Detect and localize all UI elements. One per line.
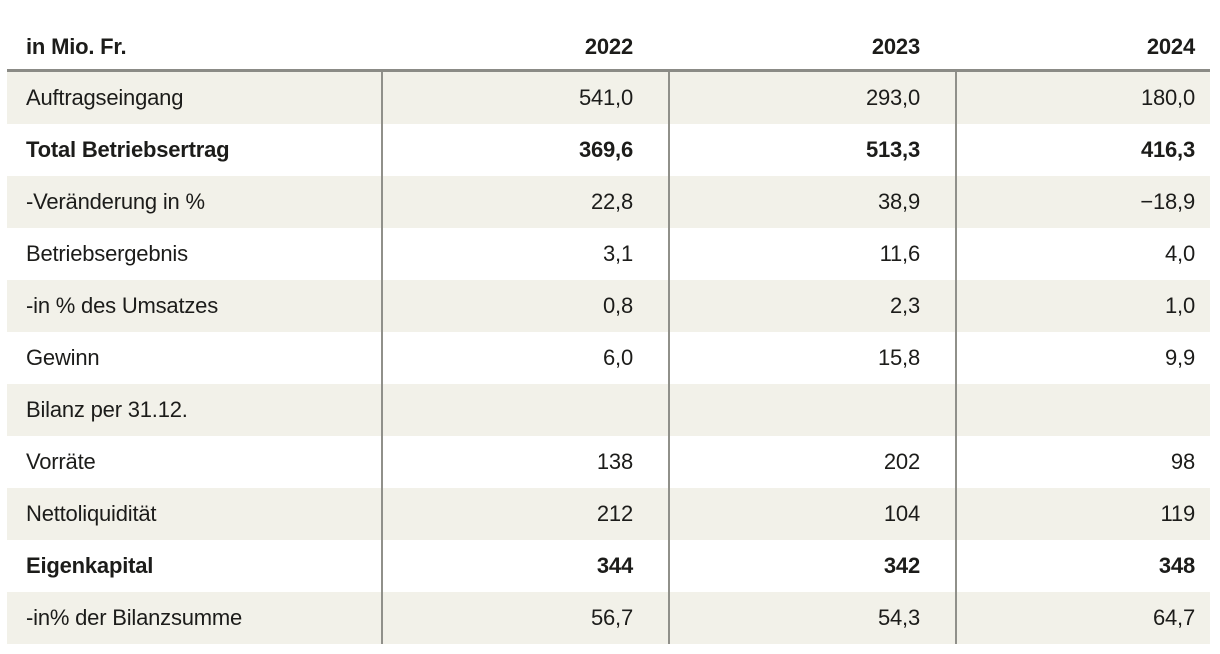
row-value-2024: 4,0 (955, 228, 1210, 280)
table-row: Eigenkapital 344 342 348 (7, 540, 1210, 592)
row-value-2024: 180,0 (955, 72, 1210, 124)
row-value-2022: 0,8 (381, 280, 668, 332)
row-value-2022: 344 (381, 540, 668, 592)
row-label: Nettoliquidität (26, 501, 157, 526)
table-row: Total Betriebsertrag 369,6 513,3 416,3 (7, 124, 1210, 176)
table-row: -in % des Umsatzes 0,8 2,3 1,0 (7, 280, 1210, 332)
row-label: -in % des Umsatzes (26, 293, 219, 318)
table-row: Nettoliquidität 212 104 119 (7, 488, 1210, 540)
year-header-2022: 2022 (584, 34, 633, 59)
row-value-2022: 369,6 (381, 124, 668, 176)
row-value-2023: 513,3 (668, 124, 955, 176)
row-label: Gewinn (26, 345, 100, 370)
row-value-2024 (955, 384, 1210, 436)
financial-table: in Mio. Fr. 2022 2023 2024 Auftragseinga… (7, 25, 1210, 644)
row-value-2023: 11,6 (668, 228, 955, 280)
row-label: -in% der Bilanzsumme (26, 605, 243, 630)
row-value-2024: 9,9 (955, 332, 1210, 384)
row-label: Betriebsergebnis (26, 241, 188, 266)
row-value-2023: 342 (668, 540, 955, 592)
row-value-2022: 212 (381, 488, 668, 540)
year-header-2023: 2023 (871, 34, 920, 59)
table-row: -in% der Bilanzsumme 56,7 54,3 64,7 (7, 592, 1210, 644)
row-value-2023: 104 (668, 488, 955, 540)
row-label: Auftragseingang (26, 85, 184, 110)
row-value-2023: 2,3 (668, 280, 955, 332)
row-value-2024: 348 (955, 540, 1210, 592)
row-value-2023: 202 (668, 436, 955, 488)
table-row: Vorräte 138 202 98 (7, 436, 1210, 488)
row-value-2022: 138 (381, 436, 668, 488)
row-value-2023 (668, 384, 955, 436)
table-body: Auftragseingang 541,0 293,0 180,0 Total … (7, 72, 1210, 644)
row-label: -Veränderung in % (26, 189, 205, 214)
row-value-2024: 98 (955, 436, 1210, 488)
row-value-2023: 54,3 (668, 592, 955, 644)
row-label: Bilanz per 31.12. (26, 397, 188, 422)
row-value-2023: 293,0 (668, 72, 955, 124)
table-row: -Veränderung in % 22,8 38,9 −18,9 (7, 176, 1210, 228)
row-label: Vorräte (26, 449, 96, 474)
row-value-2024: 416,3 (955, 124, 1210, 176)
row-label: Total Betriebsertrag (26, 137, 230, 162)
row-value-2022: 22,8 (381, 176, 668, 228)
table-row: Bilanz per 31.12. (7, 384, 1210, 436)
row-value-2022: 6,0 (381, 332, 668, 384)
row-value-2024: 1,0 (955, 280, 1210, 332)
table-row: Betriebsergebnis 3,1 11,6 4,0 (7, 228, 1210, 280)
unit-label: in Mio. Fr. (26, 34, 127, 59)
row-value-2022: 541,0 (381, 72, 668, 124)
row-value-2022 (381, 384, 668, 436)
row-value-2023: 15,8 (668, 332, 955, 384)
row-value-2023: 38,9 (668, 176, 955, 228)
table-header-row: in Mio. Fr. 2022 2023 2024 (7, 25, 1210, 72)
row-value-2024: 64,7 (955, 592, 1210, 644)
table-row: Gewinn 6,0 15,8 9,9 (7, 332, 1210, 384)
row-label: Eigenkapital (26, 553, 154, 578)
year-header-2024: 2024 (1146, 34, 1195, 59)
row-value-2024: −18,9 (955, 176, 1210, 228)
row-value-2022: 3,1 (381, 228, 668, 280)
row-value-2024: 119 (955, 488, 1210, 540)
table-row: Auftragseingang 541,0 293,0 180,0 (7, 72, 1210, 124)
row-value-2022: 56,7 (381, 592, 668, 644)
